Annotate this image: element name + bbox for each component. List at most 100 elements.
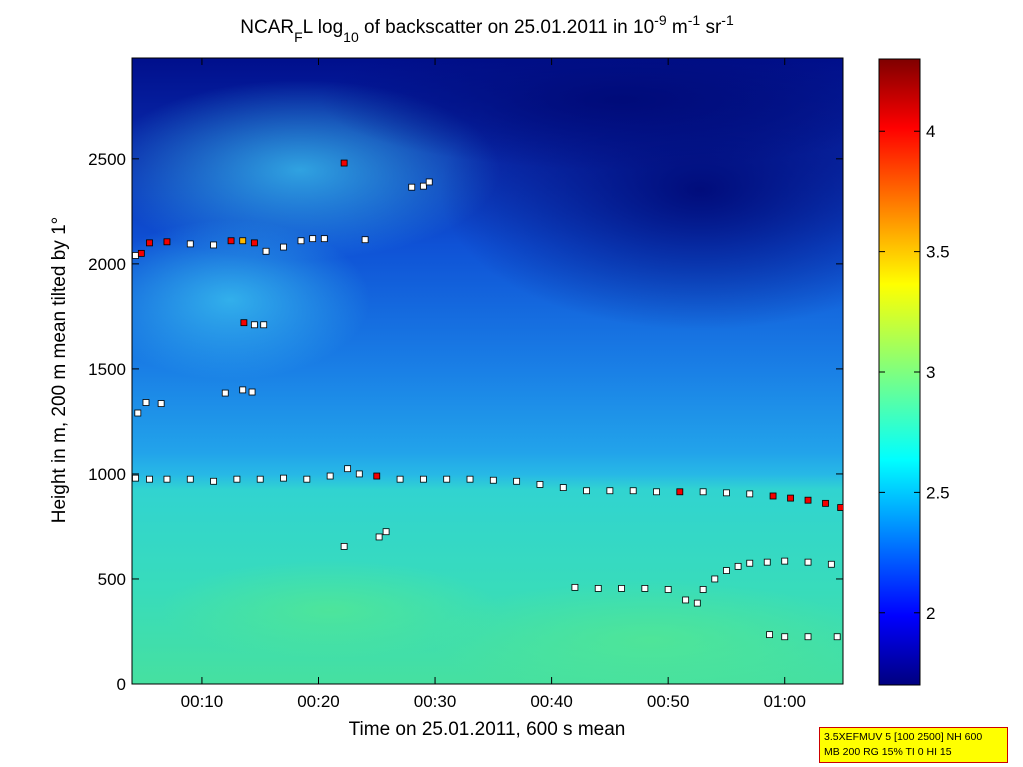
data-point-marker: [408, 183, 416, 191]
data-point-marker: [163, 238, 171, 246]
data-point-marker: [382, 528, 390, 536]
data-point-marker: [693, 599, 701, 607]
field-haze-dark-top: [320, 58, 843, 170]
data-point-marker: [711, 575, 719, 583]
data-point-marker: [186, 240, 194, 248]
marker-group: [132, 159, 843, 641]
data-point-marker: [340, 543, 348, 550]
data-point-marker: [210, 477, 217, 485]
title-prefix: NCAR: [240, 17, 294, 38]
x-tick-label: 00:20: [297, 692, 340, 711]
data-point-marker: [723, 567, 730, 574]
x-axis: 00:10 00:20 00:30 00:40 00:50 01:00: [181, 58, 806, 711]
data-point-marker: [443, 475, 451, 483]
data-point-marker: [233, 475, 241, 483]
data-point-marker: [723, 489, 730, 497]
data-point-marker: [833, 633, 841, 641]
data-point-marker: [746, 490, 754, 498]
data-point-marker: [629, 487, 637, 495]
data-point-marker: [221, 389, 229, 397]
info-box: 3.5XEFMUV 5 [100 2500] NH 600 MB 200 RG …: [819, 727, 1008, 763]
x-tick-label: 00:40: [530, 692, 573, 711]
field-haze-cyan-2: [132, 220, 370, 380]
data-point-marker: [280, 474, 287, 482]
colorbar-tick-label: 4: [926, 122, 935, 141]
data-point-marker: [766, 631, 773, 639]
title-unit-m: m: [667, 17, 688, 38]
data-point-marker: [326, 472, 334, 480]
colorbar-axis: 2 2.5 3 3.5 4: [879, 122, 950, 623]
data-point-marker: [837, 504, 843, 511]
data-point-marker: [134, 409, 142, 417]
field-haze-green: [430, 580, 843, 684]
title-middle: of backscatter on 25.01.2011 in 10: [359, 17, 654, 38]
data-point-marker: [163, 475, 171, 483]
data-point-marker: [303, 475, 311, 483]
backscatter-field: [132, 58, 843, 684]
title-prefix-sub: F: [294, 29, 303, 45]
data-point-marker: [320, 235, 328, 243]
y-tick-label: 1000: [88, 465, 126, 484]
title-unit-sr: sr: [700, 17, 722, 38]
data-point-marker: [676, 488, 684, 496]
field-haze-green-2: [160, 560, 500, 660]
data-point-marker: [641, 585, 649, 592]
data-point-marker: [653, 488, 660, 496]
data-point-marker: [248, 388, 256, 396]
data-point-marker: [804, 633, 812, 641]
x-tick-label: 00:50: [647, 692, 690, 711]
data-point-marker: [239, 237, 247, 245]
data-point-marker: [536, 481, 544, 488]
data-point-marker: [594, 585, 602, 592]
data-point-marker: [355, 470, 363, 478]
data-point-marker: [240, 319, 248, 327]
y-tick-label: 0: [117, 675, 126, 694]
data-point-marker: [664, 586, 672, 593]
data-point-marker: [489, 476, 497, 484]
data-point-marker: [559, 484, 567, 491]
data-point-marker: [142, 399, 150, 406]
data-point-marker: [132, 474, 139, 482]
data-point-marker: [763, 558, 771, 566]
plot-frame: [131, 57, 844, 685]
data-point-marker: [262, 247, 270, 255]
info-line-2: MB 200 RG 15% TI 0 HI 15: [824, 746, 952, 758]
data-point-marker: [340, 159, 348, 167]
data-point-marker: [606, 487, 614, 495]
data-point-marker: [146, 475, 153, 483]
data-point-marker: [250, 239, 258, 247]
data-point-marker: [804, 496, 812, 504]
data-point-marker: [297, 237, 305, 245]
data-point-marker: [699, 586, 707, 593]
data-point-marker: [227, 237, 235, 245]
data-point-marker: [822, 499, 829, 507]
data-point-marker: [344, 465, 352, 473]
colorbar-tick-label: 2: [926, 604, 935, 623]
data-point-marker: [260, 321, 268, 329]
data-point-marker: [571, 583, 579, 591]
x-tick-label: 01:00: [763, 692, 806, 711]
data-point-marker: [734, 562, 742, 570]
data-point-marker: [280, 243, 287, 251]
data-point-marker: [781, 633, 789, 641]
data-point-marker: [804, 558, 812, 566]
data-point-marker: [375, 533, 383, 541]
data-point-marker: [210, 241, 217, 249]
colorbar-tick-label: 3.5: [926, 243, 950, 262]
y-tick-label: 2000: [88, 255, 126, 274]
y-axis: 0 500 1000 1500 2000 2500: [88, 150, 843, 694]
data-point-marker: [746, 559, 754, 567]
y-tick-label: 500: [98, 570, 126, 589]
data-point-marker: [239, 386, 247, 394]
data-point-marker: [425, 178, 433, 186]
y-axis-title: Height in m, 200 m mean tilted by 1°: [49, 217, 70, 523]
data-point-marker: [157, 400, 165, 407]
data-point-marker: [250, 321, 258, 329]
data-point-marker: [309, 235, 317, 243]
data-point-marker: [769, 492, 777, 500]
colorbar: [878, 58, 921, 686]
colorbar-tick-label: 3: [926, 363, 935, 382]
data-point-marker: [787, 494, 794, 502]
x-axis-title: Time on 25.01.2011, 600 s mean: [349, 719, 626, 740]
data-point-marker: [419, 475, 427, 483]
